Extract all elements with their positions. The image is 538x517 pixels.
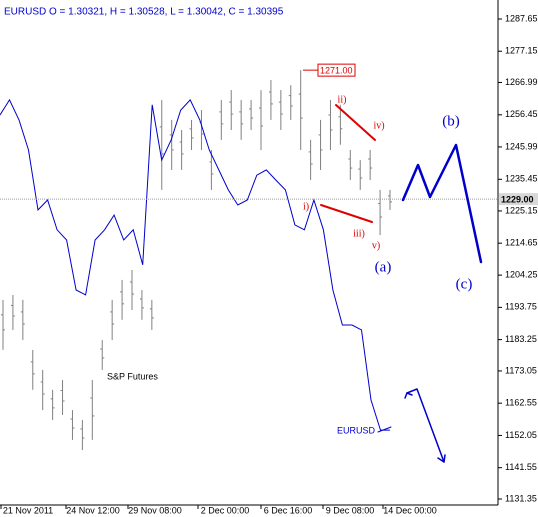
y-tick-label: 1235.45	[505, 174, 538, 184]
x-tick-label: 21 Nov 2011	[3, 505, 53, 515]
y-tick-label: 1204.25	[505, 269, 538, 279]
y-tick-label: 1214.65	[505, 238, 538, 248]
wave-label: iii)	[353, 228, 365, 239]
marker-box	[317, 63, 356, 77]
y-tick-label: 1256.45	[505, 109, 538, 119]
wave-line	[320, 204, 373, 223]
arrow-head	[404, 392, 413, 399]
chart-title: EURUSD O = 1.30321, H = 1.30528, L = 1.3…	[4, 7, 284, 18]
y-tick-label: 1266.99	[505, 77, 538, 87]
x-tick-label: 2 Dec 00:00	[201, 505, 250, 515]
y-tick-label: 1152.05	[505, 430, 537, 440]
line-end	[377, 426, 392, 433]
y-tick-label: 1193.75	[505, 302, 537, 312]
wave-label: i)	[303, 201, 309, 212]
x-tick-label: 14 Dec 00:00	[383, 505, 437, 515]
y-tick-label: 1245.99	[505, 141, 538, 151]
x-tick-label: 9 Dec 08:00	[326, 505, 375, 515]
y-tick-label: 1225.15	[505, 205, 538, 215]
series-label: EURUSD	[337, 425, 376, 435]
projections	[320, 104, 483, 463]
y-tick-label: 1173.05	[505, 365, 537, 375]
current-price-box	[499, 193, 538, 206]
eurusd-projection	[406, 388, 445, 463]
y-tick-label: 1277.15	[505, 46, 538, 56]
arrow-head	[437, 454, 446, 463]
marker-label: 1271.00	[320, 66, 353, 76]
x-tick-label: 29 Nov 08:00	[128, 505, 182, 515]
wave-label: v)	[372, 240, 380, 251]
x-tick-label: 6 Dec 16:00	[264, 505, 313, 515]
y-tick-label: 1141.55	[505, 462, 537, 472]
y-tick-label: 1287.65	[505, 13, 538, 23]
y-tick-label: 1162.55	[505, 398, 537, 408]
wave-label: ii)	[338, 94, 347, 105]
y-tick-label: 1183.25	[505, 334, 537, 344]
wave-label: iv)	[373, 120, 384, 131]
y-tick-label: 1131.35	[505, 493, 537, 503]
wave-label: (b)	[442, 113, 460, 129]
series-label: S&P Futures	[107, 371, 158, 381]
eurusd-line	[0, 98, 390, 431]
plot-area	[0, 0, 498, 505]
current-price-label: 1229.00	[501, 194, 534, 204]
x-tick-label: 24 Nov 12:00	[66, 505, 120, 515]
wave-projection	[401, 143, 483, 264]
wave-label: (a)	[375, 259, 392, 275]
wave-line	[335, 104, 376, 141]
wave-label: (c)	[456, 276, 473, 292]
